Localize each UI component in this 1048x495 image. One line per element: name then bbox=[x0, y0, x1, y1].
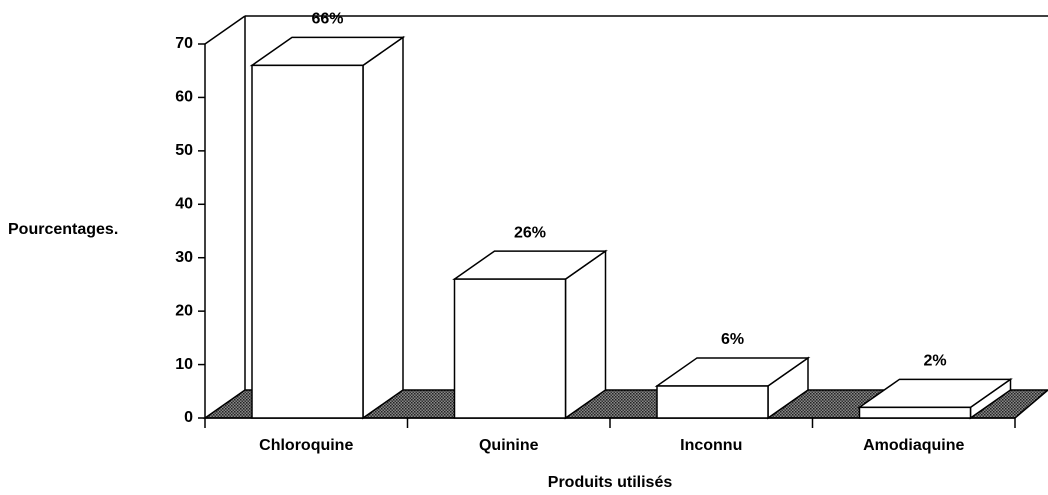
y-tick-label: 50 bbox=[175, 142, 193, 159]
y-tick-label: 60 bbox=[175, 89, 193, 106]
y-tick-label: 20 bbox=[175, 302, 193, 319]
bar-face bbox=[656, 385, 769, 419]
value-label: 26% bbox=[514, 224, 546, 241]
value-label: 66% bbox=[311, 11, 343, 28]
y-tick-label: 10 bbox=[175, 356, 193, 373]
y-tick-label: 30 bbox=[175, 249, 193, 266]
x-tick-label: Chloroquine bbox=[259, 437, 353, 454]
bar bbox=[452, 249, 608, 420]
y-tick-label: 0 bbox=[184, 409, 193, 426]
bar-face bbox=[251, 64, 364, 419]
y-tick-label: 40 bbox=[175, 196, 193, 213]
x-tick-label: Amodiaquine bbox=[863, 437, 964, 454]
x-axis-label: Produits utilisés bbox=[548, 474, 673, 491]
bar bbox=[654, 356, 811, 420]
bar bbox=[857, 377, 1013, 420]
bar-face bbox=[564, 249, 607, 420]
bar-face bbox=[362, 35, 404, 420]
bar-face bbox=[858, 406, 972, 419]
bar bbox=[249, 35, 406, 420]
x-tick-label: Quinine bbox=[479, 437, 539, 454]
x-tick-label: Inconnu bbox=[680, 437, 742, 454]
y-tick-label: 70 bbox=[175, 35, 193, 52]
value-label: 2% bbox=[923, 353, 946, 370]
bar-face bbox=[453, 278, 567, 419]
value-label: 6% bbox=[721, 331, 744, 348]
y-axis-label: Pourcentages. bbox=[8, 221, 118, 238]
